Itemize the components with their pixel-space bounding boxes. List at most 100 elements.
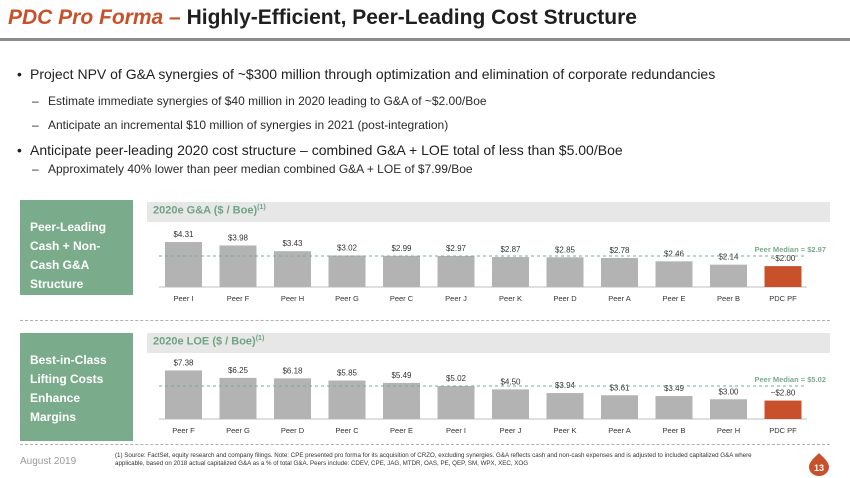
category-label: PDC PF	[769, 294, 797, 303]
bar-peer-b	[710, 264, 747, 287]
side-label-line: Peer-Leading	[30, 220, 107, 234]
category-label: Peer K	[554, 426, 577, 435]
data-label: $3.61	[609, 383, 630, 392]
category-label: Peer A	[608, 426, 631, 435]
category-label: PDC PF	[769, 426, 797, 435]
category-label: Peer E	[390, 426, 413, 435]
data-label: $2.85	[555, 245, 576, 254]
bar-peer-a	[601, 257, 638, 287]
bar-peer-g	[219, 377, 257, 419]
median-label: Peer Median = $2.97	[755, 245, 827, 254]
data-label: $2.87	[500, 245, 521, 254]
page-number: 13	[814, 463, 824, 473]
side-label-line: Cash + Non-	[30, 239, 101, 253]
ga-bar-chart: $4.31 Peer I $3.98 Peer F $3.43 Peer H $3.02 Pe…	[159, 230, 827, 303]
data-label: $5.85	[337, 369, 358, 378]
bar-peer-g	[328, 255, 366, 287]
data-label: $2.97	[446, 244, 467, 253]
side-label-line: Cash G&A	[30, 258, 90, 272]
bar-peer-k	[492, 257, 529, 287]
sub-bullet-peer-comparison: Approximately 40% lower than peer median…	[32, 162, 473, 176]
bar-peer-f	[165, 370, 202, 419]
category-label: Peer G	[335, 294, 359, 303]
category-label: Peer D	[553, 294, 577, 303]
category-label: Peer D	[281, 426, 305, 435]
bar-peer-c	[328, 380, 366, 419]
bar-peer-b	[655, 396, 693, 419]
footnote: (1) Source: FactSet, equity research and…	[115, 452, 752, 467]
flame-icon	[809, 453, 829, 476]
sub-bullet-immediate-synergies: Estimate immediate synergies of $40 mill…	[32, 94, 487, 108]
data-label: $2.14	[718, 253, 739, 262]
title-prefix: PDC Pro Forma	[8, 6, 164, 29]
category-label: Peer B	[717, 294, 740, 303]
data-label: $4.50	[500, 377, 521, 386]
title-divider	[0, 38, 850, 41]
section-divider	[20, 320, 830, 321]
loe-bar-chart: $7.38 Peer F $6.25 Peer G $6.18 Peer D $5.85 Pe…	[159, 358, 827, 435]
sub-bullet-incremental-synergies: Anticipate an incremental $10 million of…	[32, 118, 448, 132]
category-label: Peer I	[173, 294, 193, 303]
category-label: Peer H	[281, 294, 304, 303]
page-number-badge: 13	[809, 453, 829, 476]
bar-pdc-pf	[764, 400, 802, 419]
data-label: $3.00	[718, 387, 739, 396]
bar-peer-h	[710, 399, 747, 419]
ga-chart-title: 2020e G&A ($ / Boe)(1)	[153, 204, 266, 217]
category-label: Peer J	[500, 426, 522, 435]
category-label: Peer H	[717, 426, 740, 435]
data-label: $4.31	[173, 230, 194, 239]
data-label: ~$2.00	[771, 254, 796, 263]
data-label: $3.94	[555, 381, 576, 390]
side-label-line: Structure	[30, 277, 84, 291]
category-label: Peer F	[227, 294, 250, 303]
bar-peer-a	[601, 395, 638, 419]
page-title: PDC Pro Forma – Highly-Efficient, Peer-L…	[8, 6, 637, 30]
bar-peer-j	[437, 256, 475, 287]
data-label: $6.18	[282, 366, 303, 375]
data-label: $6.25	[228, 366, 249, 375]
data-label: $3.49	[664, 384, 685, 393]
side-label-loe: Best-in-Class Lifting Costs Enhance Marg…	[20, 333, 133, 441]
bar-peer-h	[274, 251, 311, 287]
ga-chart-header: 2020e G&A ($ / Boe)(1)	[147, 202, 830, 222]
bar-peer-k	[546, 393, 584, 419]
data-label: $2.78	[609, 246, 630, 255]
bar-peer-i	[165, 242, 202, 287]
data-label: $5.02	[446, 374, 467, 383]
category-label: Peer G	[226, 426, 250, 435]
category-label: Peer C	[335, 426, 359, 435]
bar-pdc-pf	[764, 266, 802, 287]
data-label: $3.02	[337, 243, 358, 252]
category-label: Peer J	[445, 294, 467, 303]
data-label: ~$2.80	[771, 389, 796, 398]
data-label: $2.46	[664, 249, 685, 258]
bar-peer-e	[655, 261, 693, 287]
bar-peer-e	[383, 382, 420, 419]
title-main: Highly-Efficient, Peer-Leading Cost Stru…	[186, 6, 637, 29]
bullet-synergies: Project NPV of G&A synergies of ~$300 mi…	[17, 66, 715, 82]
title-dash: –	[169, 6, 181, 29]
side-label-line: Lifting Costs	[30, 372, 104, 386]
data-label: $5.49	[391, 371, 412, 380]
bullet-cost-structure: Anticipate peer-leading 2020 cost struct…	[17, 142, 623, 158]
bar-peer-i	[437, 385, 475, 419]
side-label-line: Enhance	[30, 391, 81, 405]
category-label: Peer I	[446, 426, 466, 435]
data-label: $2.99	[391, 244, 412, 253]
data-label: $7.38	[173, 358, 194, 367]
category-label: Peer C	[390, 294, 414, 303]
bar-peer-d	[274, 378, 311, 419]
category-label: Peer B	[663, 426, 686, 435]
footer-divider	[20, 444, 830, 445]
data-label: $3.98	[228, 233, 249, 242]
median-label: Peer Median = $5.02	[755, 375, 827, 384]
bar-peer-c	[383, 255, 420, 287]
side-label-line: Margins	[30, 410, 77, 424]
bar-peer-d	[546, 257, 584, 287]
side-label-ga: Peer-Leading Cash + Non- Cash G&A Struct…	[20, 200, 133, 295]
loe-chart-title: 2020e LOE ($ / Boe)(1)	[153, 335, 265, 348]
data-label: $3.43	[282, 239, 303, 248]
category-label: Peer E	[663, 294, 686, 303]
footer-date: August 2019	[20, 456, 77, 467]
